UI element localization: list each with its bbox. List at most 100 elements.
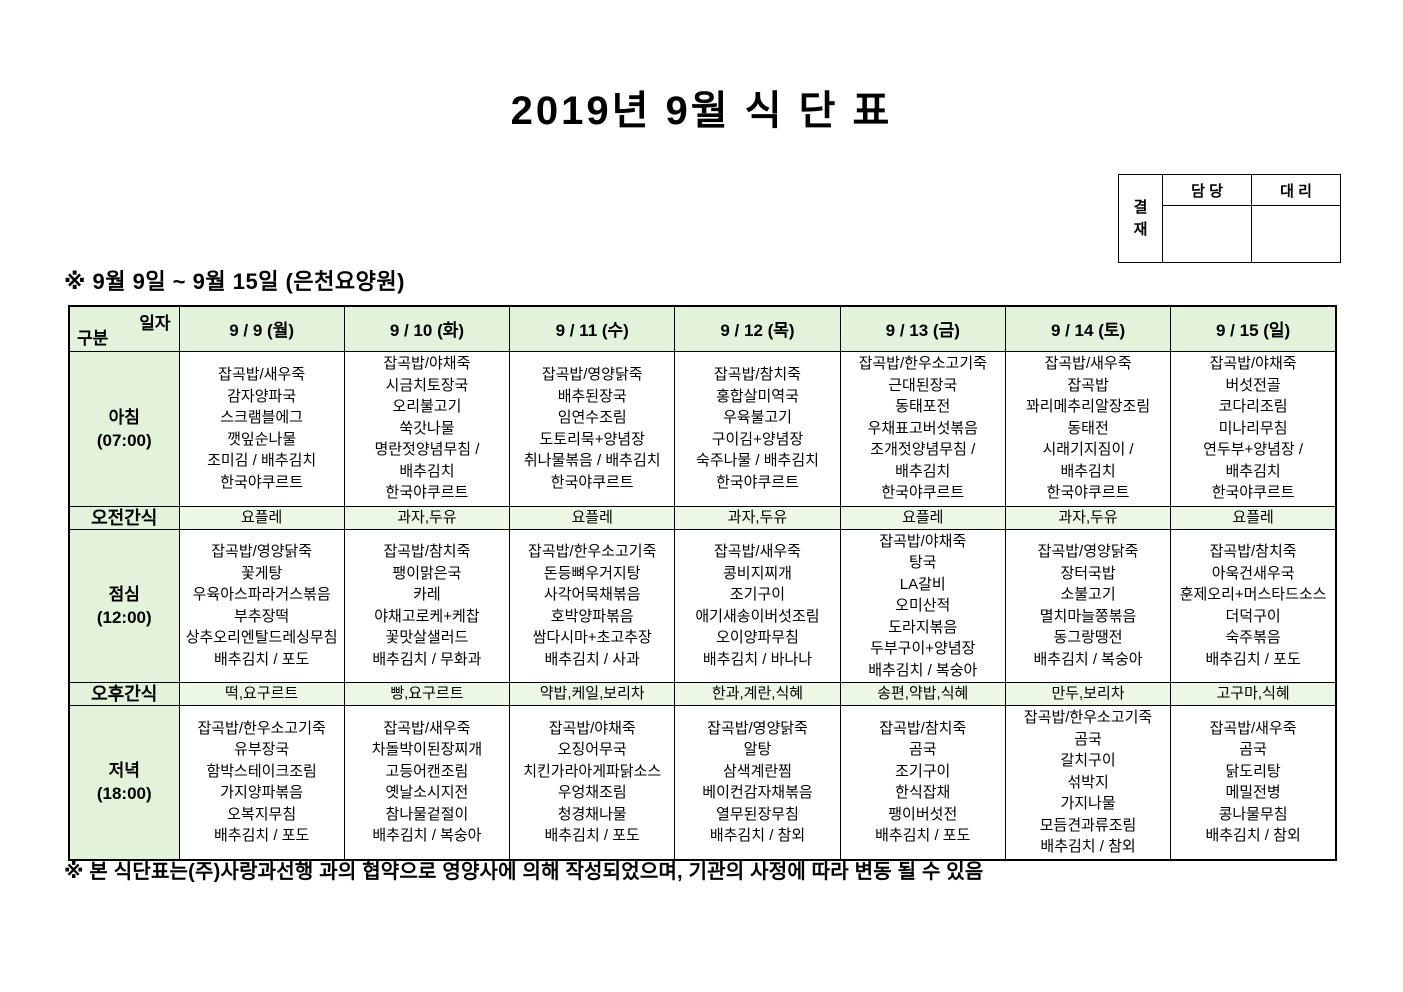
- menu-item: 곰국: [1239, 741, 1267, 759]
- menu-item: 쌈다시마+초고추장: [532, 629, 652, 647]
- menu-item: 잡곡밥/영양닭죽: [1037, 543, 1139, 561]
- menu-cell-dinner-day1: 잡곡밥/한우소고기죽 유부장국 함박스테이크조림 가지양파볶음 오복지무침 배추김치 / …: [178, 705, 345, 860]
- day-header-4: 9 / 12 (목): [674, 305, 841, 352]
- menu-item: 배추김치 / 복숭아: [372, 827, 482, 845]
- menu-item: 감자양파국: [227, 387, 297, 405]
- footnote: ※ 본 식단표는(주)사랑과선행 과의 협약으로 영양사에 의해 작성되었으며,…: [64, 861, 984, 883]
- menu-item: 오복지무침: [227, 805, 297, 823]
- menu-item: 깻잎순나물: [227, 430, 297, 448]
- menu-item: 코다리조림: [1218, 398, 1288, 416]
- menu-item: 조기구이: [729, 586, 786, 604]
- menu-item: 조개젓양념무침 /: [870, 441, 976, 459]
- menu-cell-morning-snack-day6: 과자,두유: [1004, 505, 1172, 530]
- menu-cell-lunch-day1: 잡곡밥/영양닭죽 꽃게탕 우육아스파라거스볶음 부추장떡 상추오리엔탈드레싱무침 배추김치…: [178, 528, 345, 683]
- menu-cell-afternoon-snack-day7: 고구마,식혜: [1170, 682, 1337, 706]
- menu-item: 훈제오리+머스타드소스: [1179, 586, 1327, 604]
- menu-item: 도토리묵+양념장: [539, 430, 645, 448]
- menu-item: 배추김치 / 참외: [709, 827, 806, 845]
- approval-stamp-label: 결 재: [1118, 174, 1163, 263]
- row-label-breakfast: 아침 (07:00): [68, 350, 180, 507]
- menu-item: 한국야쿠르트: [220, 473, 304, 491]
- menu-item: 근대된장국: [888, 376, 958, 394]
- menu-item: 멸치마늘쫑볶음: [1039, 607, 1137, 625]
- page-title: 2019년 9월 식 단 표: [510, 89, 893, 133]
- menu-item: 잡곡밥/영양닭죽: [541, 366, 643, 383]
- menu-cell-lunch-day6: 잡곡밥/영양닭죽 장터국밥 소불고기 멸치마늘쫑볶음 동그랑땡전 배추김치 / 복숭아: [1004, 528, 1172, 683]
- approval-box: 결 재 담 당 대 리: [1118, 174, 1341, 263]
- menu-item: 숙주볶음: [1225, 629, 1281, 647]
- menu-item: 스크램블에그: [220, 409, 304, 426]
- menu-cell-dinner-day4: 잡곡밥/영양닭죽 알탕 삼색계란찜 베이컨감자채볶음 열무된장무침 배추김치 / 참외: [674, 705, 841, 860]
- menu-item: 배추김치: [399, 462, 455, 480]
- menu-item: 잡곡밥/영양닭죽: [211, 543, 313, 561]
- menu-item: 잡곡밥/새우죽: [714, 543, 801, 561]
- menu-item: 섞박지: [1067, 773, 1109, 791]
- day-header-7: 9 / 15 (일): [1170, 305, 1337, 352]
- menu-row-breakfast: 아침 (07:00) 잡곡밥/새우죽 감자양파국 스크램블에그 깻잎순나물 조미김 / 배추…: [68, 350, 1337, 507]
- row-label-morning-snack: 오전간식: [68, 505, 180, 530]
- menu-item: 팽이맑은국: [392, 564, 462, 582]
- menu-item: 우육아스파라거스볶음: [192, 586, 331, 604]
- menu-item: 배추김치 / 바나나: [702, 650, 813, 668]
- menu-item: 팽이버섯전: [888, 805, 958, 823]
- menu-item: 오미산적: [895, 597, 951, 614]
- menu-item: 잡곡밥/한우소고기죽: [528, 543, 657, 561]
- menu-item: 잡곡밥/야채죽: [383, 355, 471, 373]
- menu-item: 베이컨감자채볶음: [702, 784, 813, 802]
- approval-stamp-char-2: 재: [1133, 220, 1148, 238]
- menu-item: 오리불고기: [392, 398, 462, 416]
- menu-row-afternoon-snack: 오후간식 떡,요구르트 빵,요구르트 약밥,케일,보리차 한과,계란,식혜 송편,약밥,식…: [68, 682, 1337, 706]
- menu-item: 배추김치 / 포도: [213, 650, 310, 668]
- menu-item: 잡곡밥/야채죽: [879, 532, 967, 550]
- weekly-menu-table: 일자 구분 9 / 9 (월) 9 / 10 (화) 9 / 11 (수) 9 / 1…: [68, 305, 1337, 861]
- menu-item: 명란젓양념무침 /: [374, 441, 480, 459]
- menu-item: 가지나물: [1060, 795, 1116, 812]
- menu-item: 동태포전: [895, 398, 951, 416]
- menu-item: 닭도리탕: [1225, 762, 1281, 780]
- menu-item: 취나물볶음 / 배추김치: [523, 452, 661, 469]
- menu-item: 잡곡밥/참치죽: [879, 719, 967, 737]
- corner-label-category: 구분: [77, 328, 109, 348]
- menu-item: 임연수조림: [557, 409, 627, 426]
- menu-item: 콩나물무침: [1218, 805, 1288, 823]
- menu-cell-breakfast-day4: 잡곡밥/참치죽 홍합살미역국 우육불고기 구이김+양념장 숙주나물 / 배추김치 한국야쿠…: [674, 350, 841, 507]
- menu-item: 배추된장국: [557, 387, 627, 405]
- menu-item: 함박스테이크조림: [206, 762, 317, 780]
- approval-deputy-header: 대 리: [1251, 174, 1341, 206]
- menu-item: 한식잡채: [895, 784, 951, 802]
- menu-item: 한국야쿠르트: [881, 484, 965, 502]
- menu-item: 돈등뼈우거지탕: [543, 564, 641, 582]
- menu-item: 두부구이+양념장: [870, 640, 976, 657]
- menu-item: 장터국밥: [1060, 564, 1116, 582]
- menu-row-dinner: 저녁 (18:00) 잡곡밥/한우소고기죽 유부장국 함박스테이크조림 가지양파볶음 오복지…: [68, 705, 1337, 860]
- menu-item: 배추김치 / 복숭아: [1033, 650, 1143, 668]
- menu-cell-morning-snack-day7: 요플레: [1170, 505, 1337, 530]
- approval-manager-sign-cell: [1162, 205, 1252, 263]
- menu-item: 애기새송이버섯조림: [695, 607, 820, 625]
- menu-item: 배추김치 / 복숭아: [868, 661, 978, 679]
- menu-cell-dinner-day7: 잡곡밥/새우죽 곰국 닭도리탕 메밀전병 콩나물무침 배추김치 / 참외: [1170, 705, 1337, 860]
- menu-item: 쑥갓나물: [399, 419, 455, 437]
- menu-item: 꽈리메추리알장조림: [1025, 398, 1151, 416]
- menu-item: 야채고로케+케찹: [374, 607, 480, 625]
- menu-item: 잡곡밥/새우죽: [1209, 719, 1297, 737]
- menu-item: 배추김치 / 포도: [544, 827, 640, 845]
- menu-item: 한국야쿠르트: [550, 473, 634, 491]
- menu-item: 잡곡밥/참치죽: [714, 366, 801, 383]
- menu-item: 시래기지짐이 /: [1042, 441, 1134, 459]
- menu-cell-afternoon-snack-day4: 한과,계란,식혜: [674, 682, 841, 706]
- menu-item: 오징어무국: [557, 741, 627, 759]
- menu-item: 호박양파볶음: [550, 607, 634, 625]
- menu-cell-afternoon-snack-day6: 만두,보리차: [1004, 682, 1172, 706]
- row-label-dinner: 저녁 (18:00): [68, 705, 180, 860]
- menu-item: 잡곡밥/영양닭죽: [707, 719, 808, 737]
- menu-item: 소불고기: [1060, 586, 1116, 604]
- menu-item: 곰국: [908, 741, 937, 759]
- menu-item: 배추김치 / 포도: [213, 827, 310, 845]
- menu-cell-morning-snack-day2: 과자,두유: [343, 505, 511, 530]
- menu-item: 열무된장무침: [716, 805, 799, 823]
- menu-row-morning-snack: 오전간식 요플레 과자,두유 요플레 과자,두유 요플레 과자,두유 요플레: [68, 505, 1337, 530]
- menu-cell-morning-snack-day4: 과자,두유: [674, 505, 841, 530]
- menu-item: 모듬견과류조림: [1039, 816, 1137, 834]
